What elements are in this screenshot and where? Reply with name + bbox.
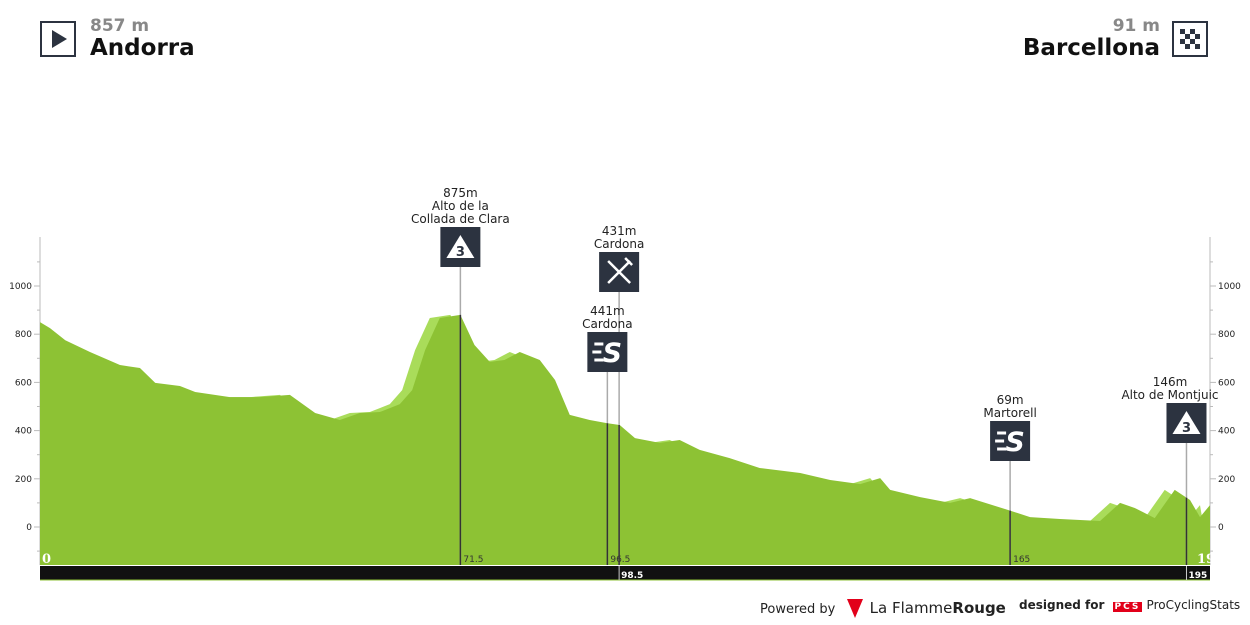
marker-altitude: 431m: [602, 224, 637, 238]
marker-category: 3: [1182, 421, 1191, 436]
profile-area: [40, 314, 1210, 565]
marker-altitude: 69m: [997, 393, 1024, 407]
distance-label: 71.5: [463, 555, 483, 565]
marker-name: Martorell: [983, 406, 1036, 420]
la-flamme-rouge-logo-icon: [846, 599, 863, 618]
y-tick-label-right: 600: [1218, 378, 1235, 388]
feed-zone-icon: [607, 257, 634, 284]
y-tick-label-left: 800: [15, 330, 32, 340]
y-tick-label-left: 600: [15, 378, 32, 388]
mountain-cat3-icon: [1172, 411, 1201, 434]
distance-label: 98.5: [621, 571, 643, 581]
start-info: 857 m Andorra: [90, 16, 195, 60]
la-flamme-rouge-logo: La FlammeRouge: [869, 599, 1006, 617]
designed-for: designed for PCS ProCyclingStats: [1019, 598, 1240, 613]
pcs-logo: PCS: [1112, 602, 1143, 612]
y-tick-label-right: 1000: [1218, 282, 1241, 292]
y-tick-label-right: 800: [1218, 330, 1235, 340]
marker-name: Cardona: [582, 317, 632, 331]
finish-flag-icon: [1172, 21, 1208, 57]
y-tick-label-right: 200: [1218, 475, 1235, 485]
y-tick-label-left: 0: [26, 523, 32, 533]
y-tick-label-left: 1000: [9, 282, 32, 292]
y-tick-label-right: 0: [1218, 523, 1224, 533]
distance-label: 0: [42, 552, 51, 567]
sprint-s-glyph: S: [603, 338, 622, 369]
start-city: Andorra: [90, 35, 195, 61]
y-tick-label-left: 400: [15, 427, 32, 437]
marker-name: Alto de la: [432, 199, 489, 213]
y-tick-label-left: 200: [15, 475, 32, 485]
finish-altitude: 91 m: [1112, 16, 1160, 36]
distance-label: 195: [1188, 571, 1207, 581]
distance-label: 165: [1013, 555, 1030, 565]
start-flag-icon: [40, 21, 76, 57]
sprint-icon: [995, 431, 1007, 451]
designed-for-label: designed for: [1019, 598, 1105, 612]
marker-category: 3: [456, 245, 465, 260]
marker-altitude: 146m: [1153, 375, 1188, 389]
finish-city: Barcellona: [1022, 35, 1160, 61]
procyclingstats-label: ProCyclingStats: [1146, 598, 1241, 612]
powered-by: Powered by La FlammeRouge: [760, 598, 1006, 618]
distance-label: 199: [1197, 552, 1224, 567]
marker-altitude: 441m: [590, 304, 625, 318]
marker-name: Collada de Clara: [411, 212, 510, 226]
finish-info: 91 m Barcellona: [1023, 16, 1160, 60]
sprint-s-glyph: S: [1005, 427, 1024, 458]
distance-bar: [40, 566, 1210, 580]
distance-label: 96.5: [610, 555, 630, 565]
marker-altitude: 875m: [443, 186, 478, 200]
mountain-cat3-icon: [446, 235, 475, 258]
powered-by-label: Powered by: [760, 602, 836, 617]
marker-name: Cardona: [594, 237, 644, 251]
sprint-icon: [592, 342, 604, 362]
y-tick-label-right: 400: [1218, 427, 1235, 437]
start-altitude: 857 m: [90, 16, 150, 36]
marker-name: Alto de Montjuic: [1121, 388, 1218, 402]
